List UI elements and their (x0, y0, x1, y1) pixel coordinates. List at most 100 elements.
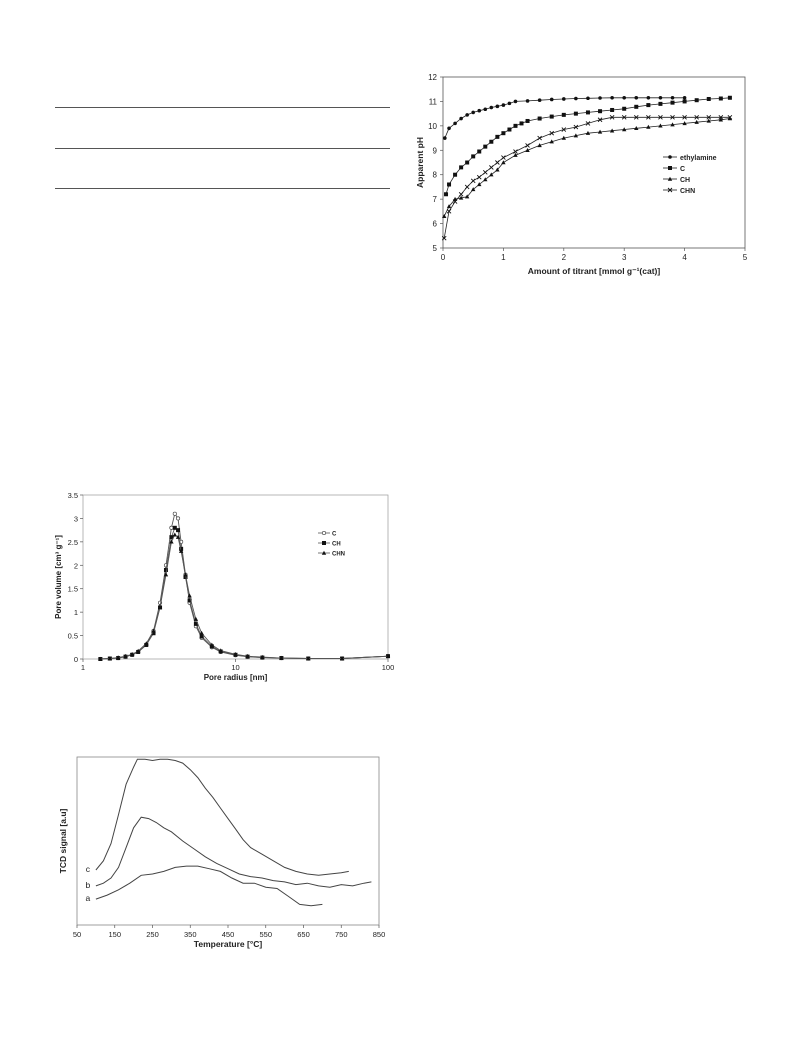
data-point-ethylamine (610, 95, 614, 100)
data-point-CHN (187, 593, 192, 598)
data-point-C (519, 121, 524, 126)
tpd-chart: 50 150 250 350 450 550 650 750 850 Temperature [°… (58, 756, 385, 949)
data-point-C (525, 118, 530, 123)
data-point-CHN (129, 652, 135, 657)
pore-size-chart: 1 10 100 0 0.5 1 1.5 2 2.5 3 3.5 Pore radius [nm] Po… (54, 491, 394, 682)
data-point-C (501, 131, 506, 136)
data-point-CH (525, 147, 530, 152)
data-point-CH (609, 128, 615, 133)
y-tick-label: 2.5 (68, 538, 78, 547)
data-point-ethylamine (477, 108, 482, 113)
data-point-CHN (172, 532, 178, 537)
data-point-C (175, 516, 181, 521)
data-point-C (598, 109, 603, 114)
data-point-CH (464, 194, 470, 199)
x-tick-label: 550 (259, 930, 272, 939)
y-tick-label: 0.5 (68, 632, 78, 641)
data-point-ethylamine (537, 98, 542, 103)
data-point-CH (179, 546, 184, 551)
plot-area (76, 756, 380, 926)
data-point-CH (513, 152, 518, 157)
data-point-ethylamine (513, 99, 518, 104)
data-point-CHN (646, 114, 651, 120)
data-point-ethylamine (525, 99, 530, 103)
data-point-ethylamine (495, 104, 500, 109)
table-rule-middle (55, 148, 390, 149)
data-point-CH (706, 118, 711, 123)
data-point-CHN (658, 114, 663, 120)
x-tick-label: 750 (335, 930, 348, 939)
data-point-CHN (464, 184, 470, 190)
legend-marker-CHN (667, 187, 673, 193)
data-point-CH (176, 528, 181, 533)
data-point-CH (446, 204, 452, 209)
data-point-CHN (452, 199, 458, 204)
data-point-CH (682, 121, 687, 126)
data-point-CHN (482, 169, 488, 175)
data-point-ethylamine (489, 105, 494, 110)
data-point-CH (193, 621, 198, 626)
data-point-CH (634, 126, 639, 130)
data-point-C (471, 154, 476, 159)
data-point-C (670, 100, 675, 105)
data-point-CHN (489, 165, 494, 170)
legend-label-ethylamine: ethylamine (680, 155, 717, 162)
data-point-CH (670, 122, 675, 127)
data-point-CHN (279, 655, 284, 660)
data-point-C (585, 110, 590, 115)
data-point-CH (199, 634, 204, 639)
plot-area (82, 494, 389, 660)
x-axis-label: Amount of titrant [mmol g⁻¹(cat)] (528, 266, 661, 276)
data-point-CHN (670, 114, 675, 120)
data-point-C (465, 160, 470, 165)
data-point-C (694, 98, 699, 103)
legend-marker-ethylamine (668, 155, 672, 159)
data-point-CH (495, 167, 500, 172)
y-tick-label: 3.5 (68, 491, 78, 500)
data-point-C (477, 149, 482, 154)
data-point-CHN (233, 652, 238, 657)
data-point-CHN (441, 235, 447, 241)
data-point-ethylamine (622, 95, 626, 100)
data-point-C (459, 165, 464, 170)
data-point-CHN (157, 605, 163, 610)
x-tick-label: 0 (441, 253, 446, 262)
data-point-CHN (144, 641, 149, 646)
data-point-CHN (727, 114, 733, 120)
data-point-C (634, 104, 639, 109)
y-tick-label: 1 (74, 608, 78, 617)
table-rule-bottom (55, 188, 390, 189)
data-point-C (718, 96, 723, 101)
data-point-CH (483, 177, 488, 182)
data-point-C (658, 101, 663, 106)
y-axis-label: TCD signal [a.u] (58, 808, 68, 873)
y-tick-label: 8 (433, 171, 438, 180)
data-point-CHN (621, 114, 627, 120)
series-line-c (95, 758, 349, 876)
data-point-CHN (525, 143, 530, 148)
data-point-CH (573, 133, 579, 138)
legend-marker-C (321, 530, 327, 536)
legend-label-CH: CH (332, 542, 341, 548)
data-point-CHN (694, 114, 699, 120)
data-point-CHN (609, 114, 615, 120)
data-point-CHN (306, 656, 311, 661)
data-point-ethylamine (586, 96, 590, 101)
data-point-C (646, 103, 651, 108)
data-point-C (172, 511, 177, 516)
y-tick-label: 2 (74, 561, 78, 570)
data-point-C (610, 107, 615, 112)
data-point-ethylamine (447, 126, 451, 131)
legend-marker-CHN (321, 550, 327, 555)
data-point-CHN (245, 653, 250, 658)
data-point-C (682, 99, 687, 104)
data-point-C (483, 144, 488, 149)
data-point-CHN (151, 628, 156, 633)
data-point-C (622, 106, 627, 111)
data-point-ethylamine (562, 97, 566, 101)
data-point-CHN (115, 655, 121, 660)
data-point-CH (549, 139, 554, 144)
legend-label-CH: CH (680, 177, 690, 184)
data-point-CH (727, 116, 733, 121)
